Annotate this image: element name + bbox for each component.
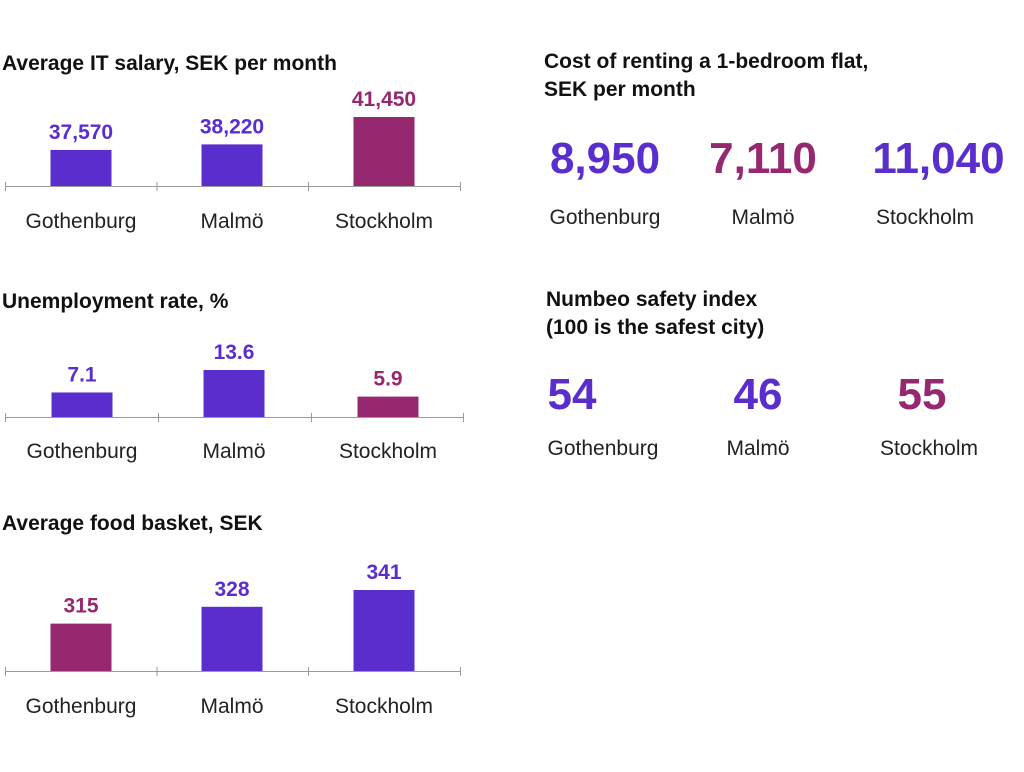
rent-title-line1: Cost of renting a 1-bedroom flat,: [544, 50, 869, 73]
bar-gothenburg: [50, 149, 112, 186]
category-label-gothenburg: Gothenburg: [26, 210, 137, 233]
data-label-malmo: 38,220: [200, 115, 264, 138]
safety-value-gothenburg: 54: [547, 370, 597, 419]
category-label-stockholm: Stockholm: [335, 695, 433, 718]
bar-stockholm: [353, 590, 415, 671]
food-basket-chart-title: Average food basket, SEK: [2, 512, 263, 535]
bar-gothenburg: [50, 623, 112, 671]
safety-value-stockholm: 55: [897, 370, 947, 419]
rent-value-stockholm: 11,040: [872, 134, 1005, 183]
rent-value-malmo: 7,110: [709, 134, 817, 183]
category-label-gothenburg: Gothenburg: [27, 440, 138, 463]
bar-gothenburg: [51, 392, 113, 417]
bar-stockholm: [357, 396, 419, 417]
rent-city-stockholm: Stockholm: [875, 206, 975, 229]
safety-title: Numbeo safety index (100 is the safest c…: [546, 286, 764, 342]
data-label-stockholm: 341: [366, 561, 401, 584]
data-label-gothenburg: 315: [63, 595, 98, 618]
category-label-gothenburg: Gothenburg: [26, 695, 137, 718]
category-label-stockholm: Stockholm: [339, 440, 437, 463]
safety-city-malmo: Malmö: [726, 437, 790, 460]
data-label-stockholm: 5.9: [373, 368, 402, 391]
rent-value-gothenburg: 8,950: [549, 134, 661, 183]
safety-city-stockholm: Stockholm: [879, 437, 979, 460]
unemployment-chart-title: Unemployment rate, %: [2, 290, 229, 313]
data-label-stockholm: 41,450: [352, 88, 416, 111]
data-label-malmo: 328: [214, 578, 249, 601]
category-label-malmo: Malmö: [200, 695, 263, 718]
data-label-gothenburg: 7.1: [67, 363, 97, 386]
rent-city-malmo: Malmö: [731, 206, 795, 229]
rent-title: Cost of renting a 1-bedroom flat, SEK pe…: [544, 48, 868, 104]
bar-stockholm: [353, 117, 415, 186]
data-label-malmo: 13.6: [214, 341, 255, 364]
food-basket-bar-chart: 315 Gothenburg 328 Malmö 341 Stockholm: [5, 561, 461, 718]
category-label-stockholm: Stockholm: [335, 210, 433, 233]
safety-value-malmo: 46: [733, 370, 783, 419]
bar-malmo: [203, 370, 265, 417]
data-label-gothenburg: 37,570: [49, 121, 113, 144]
salary-chart-title: Average IT salary, SEK per month: [2, 52, 337, 75]
bar-malmo: [201, 606, 263, 671]
unemployment-bar-chart: 7.1 Gothenburg 13.6 Malmö 5.9 Stockholm: [5, 341, 464, 463]
category-label-malmo: Malmö: [202, 440, 265, 463]
salary-bar-chart: 37,570 Gothenburg 38,220 Malmö 41,450 Stockho…: [5, 88, 461, 233]
rent-city-gothenburg: Gothenburg: [549, 206, 661, 229]
safety-title-line1: Numbeo safety index: [546, 288, 758, 311]
safety-city-gothenburg: Gothenburg: [547, 437, 659, 460]
safety-title-line2: (100 is the safest city): [546, 316, 765, 339]
rent-title-line2: SEK per month: [544, 78, 696, 101]
bar-malmo: [201, 144, 263, 186]
category-label-malmo: Malmö: [200, 210, 263, 233]
